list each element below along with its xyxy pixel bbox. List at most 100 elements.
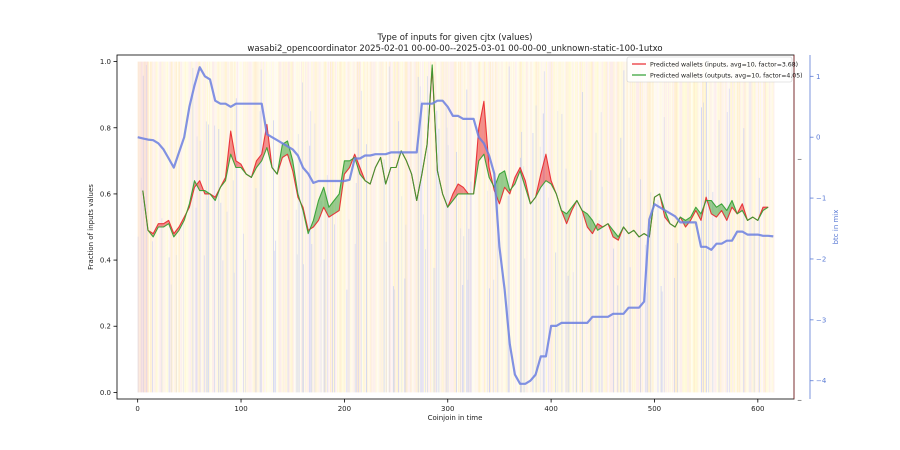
background-stripe [638, 61, 641, 393]
background-stripe [651, 61, 653, 393]
background-stripe [192, 61, 194, 393]
background-stripe [551, 61, 553, 393]
background-stripe [171, 61, 173, 393]
background-stripe [299, 61, 302, 393]
background-stripe [550, 61, 552, 393]
background-stripe [190, 61, 192, 393]
background-stripe [444, 61, 446, 393]
background-stripe [425, 249, 426, 393]
y-right-tick-label: 0 [816, 134, 820, 142]
background-stripe [492, 61, 494, 393]
background-stripe [613, 61, 615, 393]
background-stripe [326, 175, 328, 393]
background-stripe [658, 61, 660, 393]
background-stripe [737, 61, 739, 393]
background-stripe [327, 61, 329, 393]
background-stripe [541, 61, 543, 393]
background-stripe [749, 61, 751, 393]
background-stripe [329, 61, 332, 393]
background-stripe [137, 236, 139, 393]
background-stripe [522, 61, 524, 393]
background-stripe [193, 61, 195, 393]
background-stripe [511, 61, 513, 393]
background-stripe [724, 61, 726, 393]
background-stripe [694, 61, 696, 393]
background-stripe [303, 61, 305, 393]
background-stripe [237, 61, 240, 393]
background-stripe [445, 61, 447, 393]
y-tick-label: 0.8 [100, 124, 111, 132]
background-stripe [275, 61, 277, 393]
background-stripe [569, 61, 571, 393]
background-stripe [295, 209, 297, 393]
background-stripe [466, 89, 468, 393]
y-right-tick-label: −2 [816, 255, 826, 263]
background-stripe [331, 213, 333, 393]
background-stripe [195, 207, 197, 393]
background-stripe [181, 61, 183, 393]
background-stripe [405, 61, 407, 393]
background-stripe [542, 113, 544, 393]
background-stripe [704, 61, 706, 393]
background-stripe [201, 61, 203, 393]
background-stripe [614, 61, 616, 393]
background-stripe [581, 61, 583, 393]
background-stripe [227, 61, 229, 393]
background-stripe [381, 61, 383, 393]
background-stripe [606, 61, 609, 393]
background-stripe [746, 61, 748, 393]
background-stripe [334, 224, 335, 393]
background-stripe [491, 61, 493, 393]
background-stripe [664, 61, 666, 393]
background-stripe [433, 61, 435, 393]
background-stripe [749, 81, 751, 393]
background-stripe [184, 61, 186, 393]
legend: Predicted wallets (inputs, avg=10, facto… [626, 56, 803, 83]
background-stripe [392, 61, 395, 393]
background-stripe [655, 61, 657, 393]
background-stripe [514, 61, 517, 393]
background-stripe [755, 61, 757, 393]
background-stripe [402, 61, 404, 393]
background-stripe [173, 61, 175, 393]
background-stripe [210, 61, 212, 393]
y-right-axis-ticks: 1 0 −1 −2 −3 −4 [810, 73, 827, 385]
y-axis-label: Fraction of inputs values [87, 184, 95, 270]
background-stripe [502, 61, 504, 393]
background-stripe [519, 61, 521, 393]
background-stripe [185, 61, 187, 393]
background-stripe [467, 61, 469, 393]
background-stripe [501, 61, 503, 393]
background-stripe [357, 128, 359, 393]
background-stripe [676, 61, 678, 393]
background-stripe [222, 61, 224, 393]
background-stripe [409, 61, 411, 393]
background-stripe [636, 61, 638, 393]
background-stripe [362, 61, 365, 393]
background-stripe [539, 146, 541, 393]
background-stripe [545, 61, 548, 393]
background-stripe [477, 61, 479, 393]
background-stripe [475, 61, 477, 393]
background-stripe [668, 61, 671, 393]
background-stripe [577, 61, 580, 393]
background-stripe [145, 64, 147, 393]
background-stripe [347, 61, 349, 393]
background-stripe [140, 177, 142, 393]
background-stripe [720, 61, 722, 393]
background-stripe [219, 61, 221, 393]
background-stripe [766, 61, 768, 393]
background-stripe [207, 124, 209, 393]
background-stripe [144, 61, 147, 393]
background-stripe [637, 61, 640, 393]
background-stripe [487, 61, 489, 393]
background-stripe [677, 61, 679, 393]
background-stripe [627, 61, 629, 393]
background-stripe [456, 151, 457, 393]
background-stripe [423, 61, 426, 393]
background-stripe [584, 61, 586, 393]
background-stripe [573, 61, 575, 393]
background-stripe [283, 61, 285, 393]
background-stripe [740, 61, 742, 393]
background-stripe [604, 61, 606, 393]
